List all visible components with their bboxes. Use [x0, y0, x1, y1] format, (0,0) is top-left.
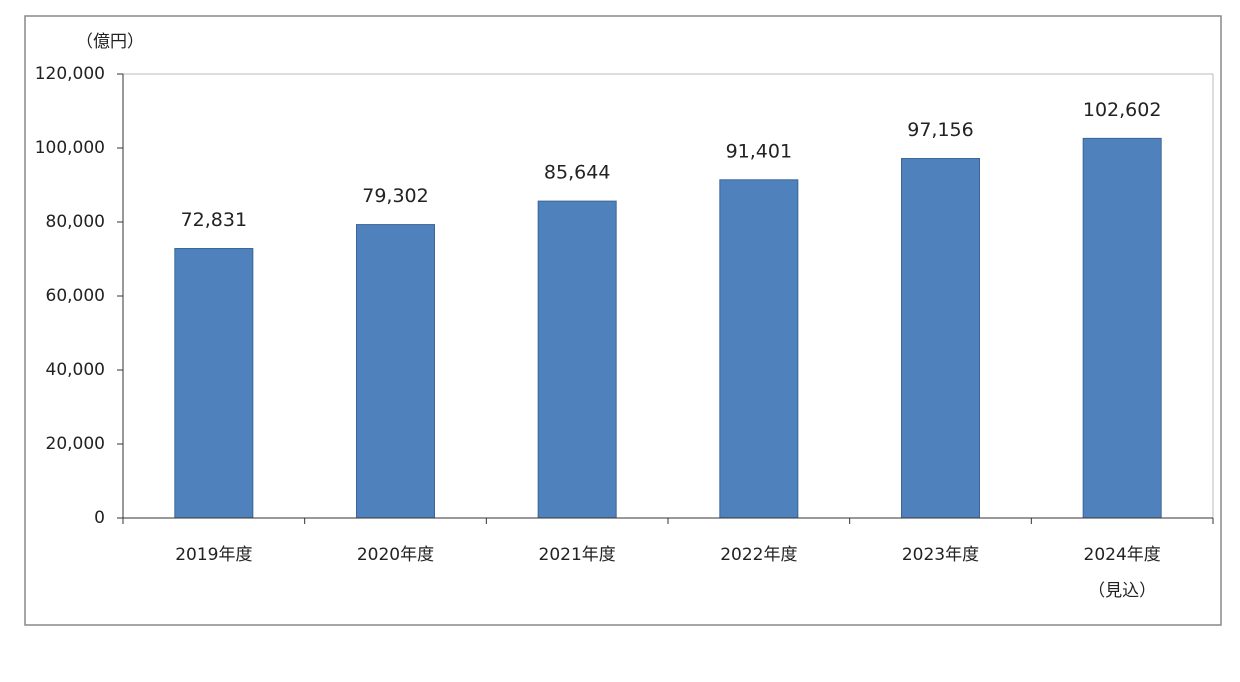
x-tick-label: 2020年度 — [357, 545, 434, 565]
y-axis-unit: （億円） — [76, 32, 144, 52]
x-tick-label: 2019年度 — [175, 545, 252, 565]
y-tick-label: 80,000 — [46, 212, 105, 232]
bar — [719, 179, 799, 519]
value-label: 102,602 — [1083, 99, 1162, 121]
bar — [1082, 137, 1162, 519]
value-label: 85,644 — [544, 162, 610, 184]
x-tick-label: 2024年度（見込） — [1084, 545, 1161, 601]
y-tick-label: 100,000 — [35, 138, 105, 158]
y-tick-label: 120,000 — [35, 64, 105, 84]
value-label: 72,831 — [181, 209, 247, 231]
bar — [537, 200, 617, 519]
x-tick-label: 2023年度 — [902, 545, 979, 565]
bar — [174, 248, 254, 519]
y-tick-label: 60,000 — [46, 286, 105, 306]
bar — [901, 158, 980, 519]
y-tick-label: 0 — [94, 508, 105, 528]
bar — [356, 224, 435, 519]
x-tick-label: 2021年度 — [539, 545, 616, 565]
value-label: 97,156 — [907, 119, 973, 141]
y-tick-label: 20,000 — [46, 434, 105, 454]
value-label: 91,401 — [726, 140, 792, 162]
x-tick-label: 2022年度 — [720, 545, 797, 565]
value-label: 79,302 — [362, 185, 428, 207]
y-tick-label: 40,000 — [46, 360, 105, 380]
